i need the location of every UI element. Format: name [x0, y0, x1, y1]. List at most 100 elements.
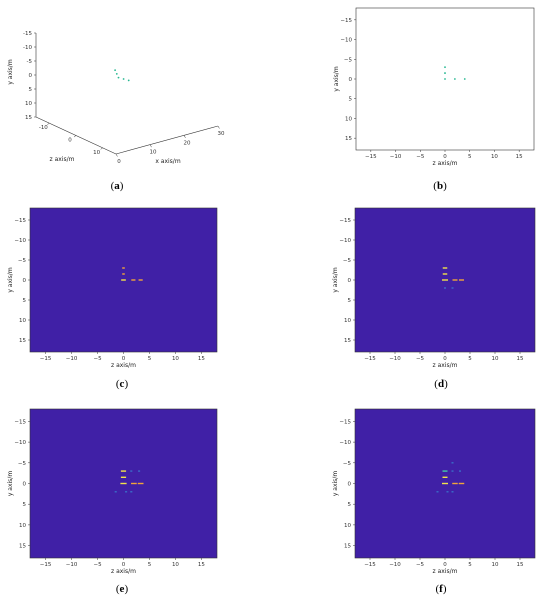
x-tick-label: −5 — [416, 356, 425, 362]
y-tick-label: 5 — [348, 298, 352, 304]
x-tick-label: 10 — [150, 150, 157, 156]
panel-d-heatmap: −15 −10 −5 0 5 10 15 −15 −10 −5 0 5 10 15 z axis/m y ax… — [332, 207, 536, 369]
x-tick-label: 15 — [516, 154, 523, 160]
x-tick-label: −15 — [364, 562, 376, 568]
caption-letter: c — [120, 378, 125, 390]
y-axis-label: y axis/m — [332, 471, 339, 497]
data-point — [117, 76, 120, 79]
z-tick-mark — [73, 135, 77, 138]
heat-spot — [122, 267, 125, 269]
y-tick-label: 0 — [29, 73, 33, 79]
x-tick-label: −15 — [365, 154, 377, 160]
panel-b-scatter: −15 −10 −5 0 5 10 15 −15 −10 −5 0 5 10 15 z axis/m y ax… — [333, 7, 535, 167]
y-tick-label: 10 — [25, 101, 32, 107]
z-tick-mark — [47, 122, 50, 125]
y-tick-label: −5 — [18, 461, 27, 467]
y-tick-label: 15 — [344, 544, 351, 550]
y-tick-label: −15 — [339, 218, 351, 224]
y-tick-label: 10 — [19, 318, 26, 324]
data-point — [444, 72, 446, 74]
y-tick-label: 5 — [348, 502, 352, 508]
x-tick-mark — [115, 153, 118, 157]
y-tick-label: −5 — [18, 258, 27, 264]
x-tick-label: −10 — [389, 356, 401, 362]
x-tick-label: −10 — [66, 562, 78, 568]
y-tick-label: −15 — [14, 419, 26, 425]
y-axis-label: y axis/m — [7, 471, 14, 497]
x-tick-label: −10 — [389, 562, 401, 568]
y-tick-label: 15 — [345, 136, 352, 142]
y-tick-label: 5 — [29, 87, 33, 93]
caption-letter: b — [437, 180, 443, 192]
heat-spot — [442, 267, 448, 269]
x-tick-label: −5 — [416, 562, 425, 568]
y-tick-label: 10 — [344, 523, 351, 529]
data-point — [453, 78, 456, 80]
data-point — [444, 78, 446, 80]
panel-caption: (c) — [116, 378, 129, 390]
y-tick-label: 10 — [19, 523, 26, 529]
y-tick-label: −10 — [14, 440, 26, 446]
y-axis-label: y axis/m — [7, 59, 14, 85]
heat-spot — [452, 482, 458, 485]
y-tick-label: −5 — [343, 258, 352, 264]
z-tick-label: 0 — [68, 138, 72, 144]
x-tick-label: 0 — [443, 356, 447, 362]
y-tick-label: −10 — [339, 440, 351, 446]
y-tick-label: −5 — [343, 461, 352, 467]
heat-spot — [120, 470, 127, 472]
y-tick-label: 0 — [348, 482, 352, 488]
heat-spot — [444, 287, 446, 289]
x-axis-line — [115, 125, 219, 155]
x-tick-mark — [149, 144, 152, 148]
heat-spot — [451, 491, 454, 493]
x-tick-label: 10 — [492, 562, 499, 568]
z-axis-label: z axis/m — [50, 156, 75, 163]
heat-spot — [459, 470, 461, 472]
heat-spot — [138, 470, 141, 472]
heat-spot — [138, 279, 143, 281]
x-tick-label: 5 — [468, 356, 472, 362]
heat-spot — [458, 482, 465, 485]
caption-letter: f — [439, 583, 443, 595]
x-tick-label: −10 — [390, 154, 402, 160]
caption-text: (c) — [116, 378, 129, 390]
panel-c-heatmap: −15 −10 −5 0 5 10 15 −15 −10 −5 0 5 10 15 z axis/m y ax… — [7, 207, 218, 369]
x-tick-label: 15 — [517, 562, 524, 568]
x-tick-mark — [217, 125, 220, 129]
y-tick-label: 0 — [348, 278, 352, 284]
x-tick-label: 0 — [122, 356, 126, 362]
x-tick-label: 0 — [443, 154, 447, 160]
heat-spot — [452, 279, 458, 281]
y-tick-label: 10 — [344, 318, 351, 324]
x-tick-label: 15 — [517, 356, 524, 362]
x-tick-label: 30 — [218, 131, 225, 137]
y-tick-label: 15 — [19, 338, 26, 344]
x-tick-label: 0 — [117, 159, 121, 165]
x-axis-label: z axis/m — [111, 362, 136, 369]
panel-caption: (f) — [435, 583, 446, 595]
data-point — [115, 73, 118, 75]
y-tick-label: 5 — [23, 298, 27, 304]
caption-letter: a — [114, 180, 120, 192]
panel-caption: (d) — [434, 378, 448, 390]
x-tick-label: 15 — [198, 356, 205, 362]
heat-spot — [451, 287, 454, 289]
y-axis-label: y axis/m — [7, 267, 14, 293]
data-point — [122, 78, 125, 80]
heat-spot — [436, 491, 439, 493]
caption-text: (b) — [433, 180, 447, 192]
heat-spot — [442, 476, 448, 478]
data-point — [463, 78, 466, 80]
y-tick-label: 15 — [344, 338, 351, 344]
panel-caption: (e) — [116, 583, 129, 595]
x-tick-label: 20 — [184, 140, 191, 146]
caption-text: (e) — [116, 583, 129, 595]
caption-text: (a) — [111, 180, 124, 192]
x-tick-label: 10 — [172, 562, 179, 568]
heat-spot — [459, 279, 464, 281]
data-point — [127, 79, 130, 82]
heat-spot — [114, 491, 117, 493]
x-tick-label: −5 — [93, 562, 102, 568]
